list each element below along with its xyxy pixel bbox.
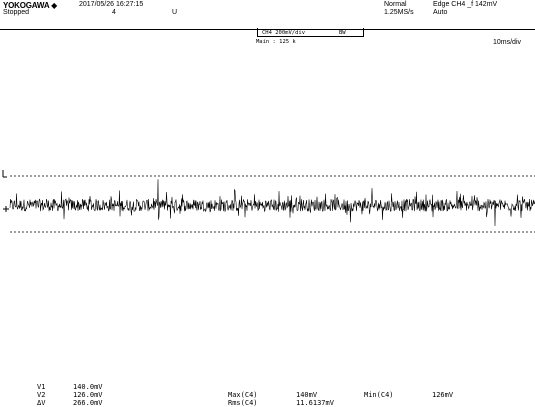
max-label: Max(C4) [228, 391, 258, 399]
run-status: Stopped [3, 9, 30, 16]
ch4-marker [2, 170, 7, 178]
channel-label: CH4 200mV/div [262, 30, 306, 36]
min-value: 126mV [432, 391, 454, 399]
ch4-trace [9, 179, 535, 227]
u-mark: U [172, 9, 178, 16]
rms-label: Rms(C4) [228, 399, 258, 407]
acq-count: 4 [112, 9, 116, 16]
v2-value: 126.0mV [73, 391, 103, 399]
brand-logo: YOKOGAWA ◆ [3, 1, 58, 10]
dv-value: 266.0mV [73, 399, 103, 407]
sample-rate: 1.25MS/s [384, 9, 414, 16]
v1-value: 140.0mV [73, 383, 103, 391]
datetime: 2017/05/26 16:27:15 [79, 1, 144, 8]
max-value: 140mV [296, 391, 318, 399]
header-divider [0, 29, 535, 30]
main-record-label: Main : 125 k [256, 39, 296, 45]
min-label: Min(C4) [364, 391, 394, 399]
time-per-div: 10ms/div [493, 39, 522, 46]
channel-info-box [257, 28, 364, 37]
v1-label: V1 [37, 383, 46, 391]
v2-label: V2 [37, 391, 46, 399]
trigger-setting: Edge CH4 _f 142mV [433, 1, 498, 8]
bandwidth-label: BW [339, 30, 346, 36]
ground-marker [3, 206, 9, 212]
dv-label: ΔV [37, 399, 46, 407]
acq-mode: Normal [384, 1, 407, 8]
trigger-mode: Auto [433, 9, 448, 16]
rms-value: 11.6137mV [296, 399, 334, 407]
